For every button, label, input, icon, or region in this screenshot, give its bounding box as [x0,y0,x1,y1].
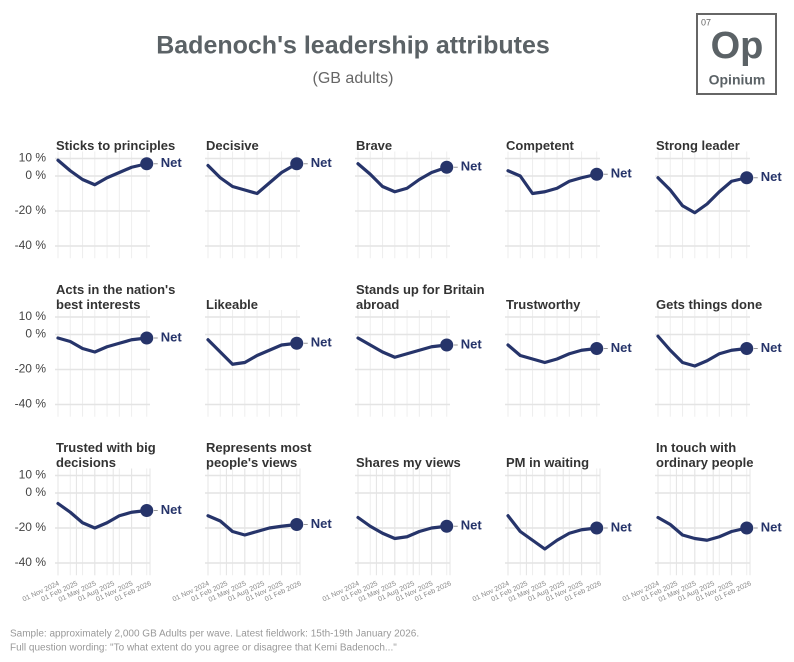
end-point [590,342,604,355]
end-point [290,336,304,350]
series-label: Net [461,336,483,351]
line [356,162,449,194]
end-point [740,342,754,355]
logo-number: 07 [701,17,711,27]
end-point [290,518,304,531]
y-tick-label: 0 % [25,168,46,182]
line [206,162,299,196]
panel-title: Represents most people's views [206,440,312,470]
panel-title: Brave [356,138,393,153]
series-label: Net [761,340,783,355]
line [206,514,299,537]
panel-title: PM in waiting [506,455,590,470]
line [56,501,149,530]
line [206,338,299,366]
end-point [740,171,754,185]
line [356,336,449,359]
chart-title: Badenoch's leadership attributes [156,32,550,60]
y-tick-label: -40 % [15,238,47,252]
chart-subtitle: (GB adults) [313,70,394,87]
panel-title: Likeable [206,296,259,312]
line [506,169,599,196]
panel-title: Gets things done [656,296,763,312]
series-label: Net [311,335,333,350]
series-label: Net [461,518,483,533]
series-label: Net [761,169,783,184]
footnote: Sample: approximately 2,000 GB Adults pe… [10,629,419,640]
y-tick-label: 10 % [19,309,47,323]
line [356,515,449,541]
series-label: Net [161,155,183,170]
panel-title: Trusted with big decisions [56,440,156,470]
series-label: Net [161,502,183,517]
series-label: Net [611,340,633,355]
line [656,515,749,542]
y-tick-label: -40 % [15,555,47,569]
panel-title: In touch with ordinary people [656,440,754,470]
panel-title: Acts in the nation's best interests [56,281,176,312]
line [506,343,599,365]
end-point [740,521,754,535]
series-label: Net [461,159,483,174]
panel-title: Shares my views [356,455,461,470]
panel-title: Decisive [206,138,259,153]
logo-symbol: Op [711,25,764,67]
y-tick-label: -20 % [15,362,47,376]
logo-box [696,13,777,95]
line [56,336,149,354]
panel-title: Trustworthy [506,296,581,312]
y-tick-label: -20 % [15,203,47,217]
panel-title: Sticks to principles [56,138,176,153]
end-point [440,338,454,352]
y-tick-label: 0 % [25,485,46,499]
line [56,158,149,187]
series-label: Net [311,516,333,531]
panel-title: Competent [506,138,574,153]
end-point [140,157,154,171]
panel-title: Stands up for Britain abroad [356,281,485,312]
line [656,176,749,215]
end-point [140,504,154,517]
y-tick-label: 0 % [25,327,46,341]
logo-name: Opinium [709,72,766,88]
series-label: Net [311,155,333,170]
series-label: Net [161,329,183,344]
line [506,514,599,551]
end-point [590,521,604,535]
y-tick-label: 10 % [19,468,47,482]
footnote: Full question wording: "To what extent d… [10,643,397,654]
panel-title: Strong leader [656,138,740,153]
end-point [140,331,154,345]
end-point [590,167,604,181]
end-point [440,519,454,533]
end-point [290,157,304,171]
line [656,334,749,368]
y-tick-label: -20 % [15,520,47,534]
series-label: Net [611,519,633,534]
series-label: Net [611,166,633,181]
series-label: Net [761,519,783,534]
y-tick-label: -40 % [15,397,47,411]
y-tick-label: 10 % [19,151,47,165]
end-point [440,160,454,174]
